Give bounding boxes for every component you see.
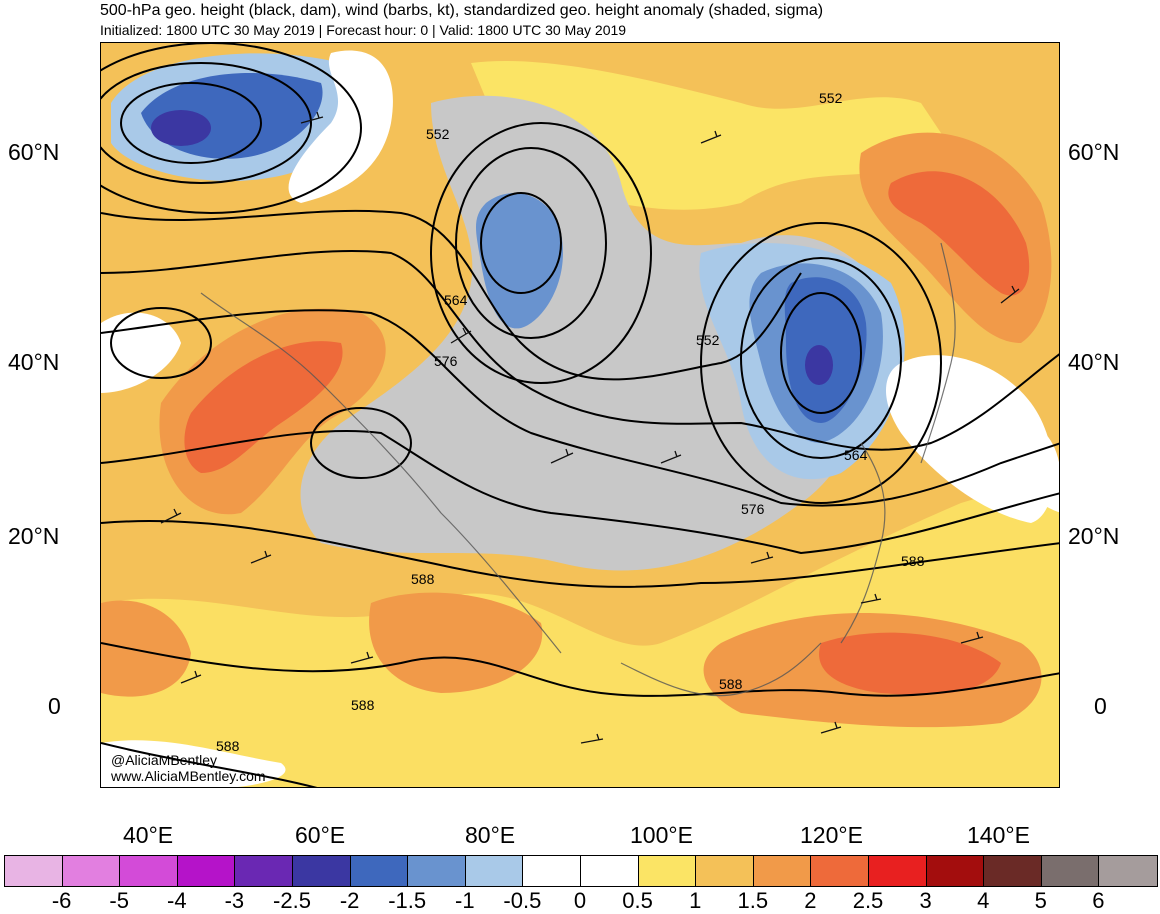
colorbar-swatch <box>120 856 178 886</box>
positive-anomaly-sw <box>101 600 191 697</box>
positive-anomaly-se-core <box>819 632 1001 695</box>
credit-website: www.AliciaMBentley.com <box>110 768 266 784</box>
colorbar-tick-label: 1.5 <box>737 888 769 913</box>
lon-label: 140°E <box>967 822 1030 848</box>
colorbar-swatch <box>465 856 524 886</box>
lon-label: 120°E <box>800 822 863 848</box>
neutral-zone-east <box>886 355 1054 523</box>
lon-label: 40°E <box>123 822 174 848</box>
lat-label-left: 60°N <box>8 139 60 165</box>
colorbar-tick-label: -6 <box>51 888 72 913</box>
lat-label-left: 20°N <box>8 523 60 549</box>
colorbar-tick-label: -2.5 <box>273 888 311 913</box>
neutral-zone-se <box>991 420 1059 513</box>
lat-label-right: 40°N <box>1068 349 1120 375</box>
colorbar-swatch <box>811 856 869 886</box>
colorbar-tick-label: -5 <box>109 888 129 913</box>
lat-label-right: 20°N <box>1068 523 1120 549</box>
contour-label: 588 <box>901 553 925 569</box>
colorbar-swatch <box>926 856 985 886</box>
neutral-zone-west <box>101 312 181 393</box>
colorbar-tick-label: -1 <box>455 888 475 913</box>
chart-title: 500-hPa geo. height (black, dam), wind (… <box>100 2 824 19</box>
colorbar-swatch <box>62 856 121 886</box>
colorbar-tick-label: -0.5 <box>503 888 542 913</box>
height-contours <box>101 43 1059 787</box>
colorbar-swatch <box>868 856 927 886</box>
lat-label-left: 40°N <box>8 349 60 375</box>
colorbar-tick-label: 3 <box>919 888 932 913</box>
negative-anomaly-east-center <box>805 345 833 385</box>
colorbar-swatch <box>292 856 351 886</box>
colorbar-tick-label: 1 <box>689 888 702 913</box>
contour-label: 564 <box>844 447 868 463</box>
anomaly-map: 552 552 552 564 564 576 576 588 588 588 … <box>101 43 1059 787</box>
colorbar-swatch <box>580 856 639 886</box>
colorbar-swatch <box>408 856 466 886</box>
negative-anomaly-central <box>476 193 563 329</box>
wind-barbs <box>160 111 1020 744</box>
contour-label: 588 <box>351 697 375 713</box>
neutral-zone-north <box>288 50 393 204</box>
positive-anomaly-west-core <box>184 341 343 473</box>
positive-anomaly-south <box>369 592 543 693</box>
lon-label: 100°E <box>630 822 693 848</box>
lat-label-right: 0 <box>1094 693 1107 719</box>
lat-label-left: 0 <box>48 693 61 719</box>
contour-label: 588 <box>719 676 743 692</box>
credit-handle: @AliciaMBentley <box>111 752 217 768</box>
colorbar-tick-label: 5 <box>1034 888 1047 913</box>
map-panel: 552 552 552 564 564 576 576 588 588 588 … <box>100 42 1060 788</box>
colorbar-swatch <box>5 856 63 886</box>
colorbar <box>4 855 1158 887</box>
colorbar-tick-label: -3 <box>224 888 245 913</box>
coastlines <box>200 242 956 697</box>
contour-label: 552 <box>696 332 720 348</box>
contour-label: 588 <box>216 738 240 754</box>
colorbar-tick-label: -4 <box>167 888 187 913</box>
colorbar-tick-label: 0 <box>573 888 587 913</box>
colorbar-tick-label: 0.5 <box>622 888 653 913</box>
colorbar-tick-label: 2.5 <box>852 888 884 913</box>
contour-label: 564 <box>444 292 468 308</box>
positive-anomaly-ne-core <box>888 171 1030 296</box>
lat-label-right: 60°N <box>1068 139 1120 165</box>
colorbar-swatch <box>984 856 1042 886</box>
colorbar-tick-label: 4 <box>977 888 990 913</box>
colorbar-swatch <box>350 856 409 886</box>
lon-label: 60°E <box>295 822 346 848</box>
gray-anomaly-central <box>300 95 887 571</box>
contour-label: 576 <box>434 353 458 369</box>
colorbar-swatch <box>638 856 697 886</box>
colorbar-swatch <box>753 856 812 886</box>
colorbar-tick-label: -1.5 <box>388 888 427 913</box>
contour-label-group: 552 552 552 564 564 576 576 588 588 588 … <box>216 90 925 754</box>
colorbar-tick-label: -2 <box>339 888 360 913</box>
negative-anomaly-nw-center <box>151 110 211 146</box>
contour-label: 576 <box>741 501 765 517</box>
colorbar-swatch <box>696 856 754 886</box>
colorbar-tick-label: 2 <box>804 888 817 913</box>
colorbar-swatch <box>177 856 236 886</box>
contour-label: 588 <box>411 571 435 587</box>
colorbar-swatch <box>523 856 581 886</box>
colorbar-swatch <box>1041 856 1100 886</box>
colorbar-swatch <box>1099 856 1157 886</box>
chart-subtitle: Initialized: 1800 UTC 30 May 2019 | Fore… <box>100 22 627 38</box>
lon-label: 80°E <box>465 822 516 848</box>
contour-label: 552 <box>819 90 843 106</box>
contour-label: 552 <box>426 126 450 142</box>
colorbar-swatch <box>235 856 293 886</box>
colorbar-tick-label: 6 <box>1092 888 1105 913</box>
